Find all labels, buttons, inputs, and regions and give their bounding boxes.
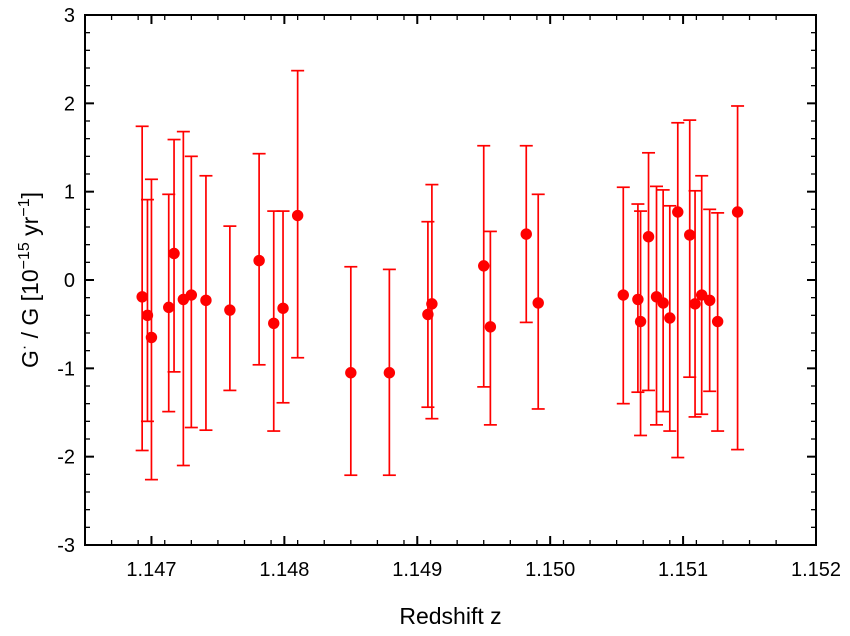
y-tick-label: 1 — [64, 182, 75, 204]
data-point-marker — [634, 315, 647, 328]
data-point-marker — [383, 367, 396, 379]
y-tick-label: -2 — [57, 447, 75, 469]
data-point-marker — [168, 247, 180, 260]
data-point — [162, 193, 176, 413]
y-tick-label: -1 — [57, 358, 75, 380]
data-point — [223, 225, 237, 392]
data-point-marker — [689, 298, 701, 310]
data-point — [483, 230, 497, 426]
data-point — [688, 189, 702, 418]
data-point — [634, 210, 648, 437]
data-point-marker — [520, 228, 532, 240]
data-point-marker — [684, 229, 696, 241]
x-axis-title: Redshift z — [399, 603, 501, 629]
data-point-marker — [345, 367, 357, 379]
data-point-marker — [617, 289, 629, 301]
data-point — [671, 121, 685, 459]
data-point — [531, 193, 545, 410]
data-point-marker — [426, 298, 438, 310]
data-point — [731, 105, 745, 451]
data-point — [656, 189, 670, 413]
data-point-marker — [136, 291, 148, 303]
data-point — [663, 204, 677, 432]
data-point — [135, 125, 149, 452]
data-point — [199, 174, 213, 432]
y-axis-title: G· / G [10−15 yr−1] — [16, 192, 43, 368]
data-point-marker — [268, 317, 280, 329]
data-point — [477, 144, 491, 388]
data-point — [425, 183, 439, 420]
data-point-marker — [731, 206, 744, 218]
data-point-marker — [672, 206, 684, 218]
plot-frame — [84, 14, 817, 546]
x-tick-label: 1.152 — [791, 559, 841, 581]
data-point — [711, 212, 725, 432]
data-point — [344, 265, 358, 477]
data-point-marker — [478, 260, 490, 272]
data-point-marker — [484, 321, 497, 333]
data-point-marker — [200, 294, 212, 307]
y-tick-label: 0 — [64, 270, 75, 292]
data-point-marker — [163, 301, 175, 314]
data-point — [683, 119, 697, 379]
data-point-marker — [657, 297, 669, 309]
data-point — [252, 152, 266, 366]
y-tick-label: 2 — [64, 93, 75, 115]
data-point — [695, 174, 709, 416]
data-point-marker — [291, 209, 304, 222]
y-tick-label: -3 — [57, 535, 75, 557]
data-point-marker — [664, 312, 676, 324]
data-point-marker — [532, 297, 544, 309]
data-point — [267, 210, 281, 432]
data-point-marker — [145, 331, 158, 344]
data-point — [642, 151, 656, 392]
x-tick-label: 1.151 — [658, 559, 708, 581]
data-point — [519, 144, 533, 324]
data-point — [382, 268, 396, 477]
data-point-marker — [277, 302, 289, 314]
data-point — [291, 69, 305, 359]
x-tick-label: 1.149 — [392, 559, 442, 581]
x-tick-label: 1.147 — [126, 559, 176, 581]
data-point-marker — [185, 289, 198, 301]
data-point-marker — [711, 315, 724, 328]
y-tick-label: 3 — [64, 5, 75, 27]
data-point-marker — [422, 308, 434, 321]
data-point-marker — [141, 309, 154, 322]
data-point — [167, 138, 181, 373]
data-point — [184, 155, 198, 429]
data-series — [135, 69, 745, 481]
data-point-marker — [632, 293, 644, 306]
data-point-marker — [642, 231, 655, 243]
data-point — [144, 178, 158, 481]
x-tick-label: 1.148 — [259, 559, 309, 581]
data-point — [616, 186, 630, 405]
data-point-marker — [253, 254, 265, 267]
data-point-marker — [703, 294, 716, 307]
data-point — [276, 210, 290, 404]
data-point — [703, 208, 717, 393]
data-point-marker — [224, 304, 236, 316]
x-tick-label: 1.150 — [525, 559, 575, 581]
